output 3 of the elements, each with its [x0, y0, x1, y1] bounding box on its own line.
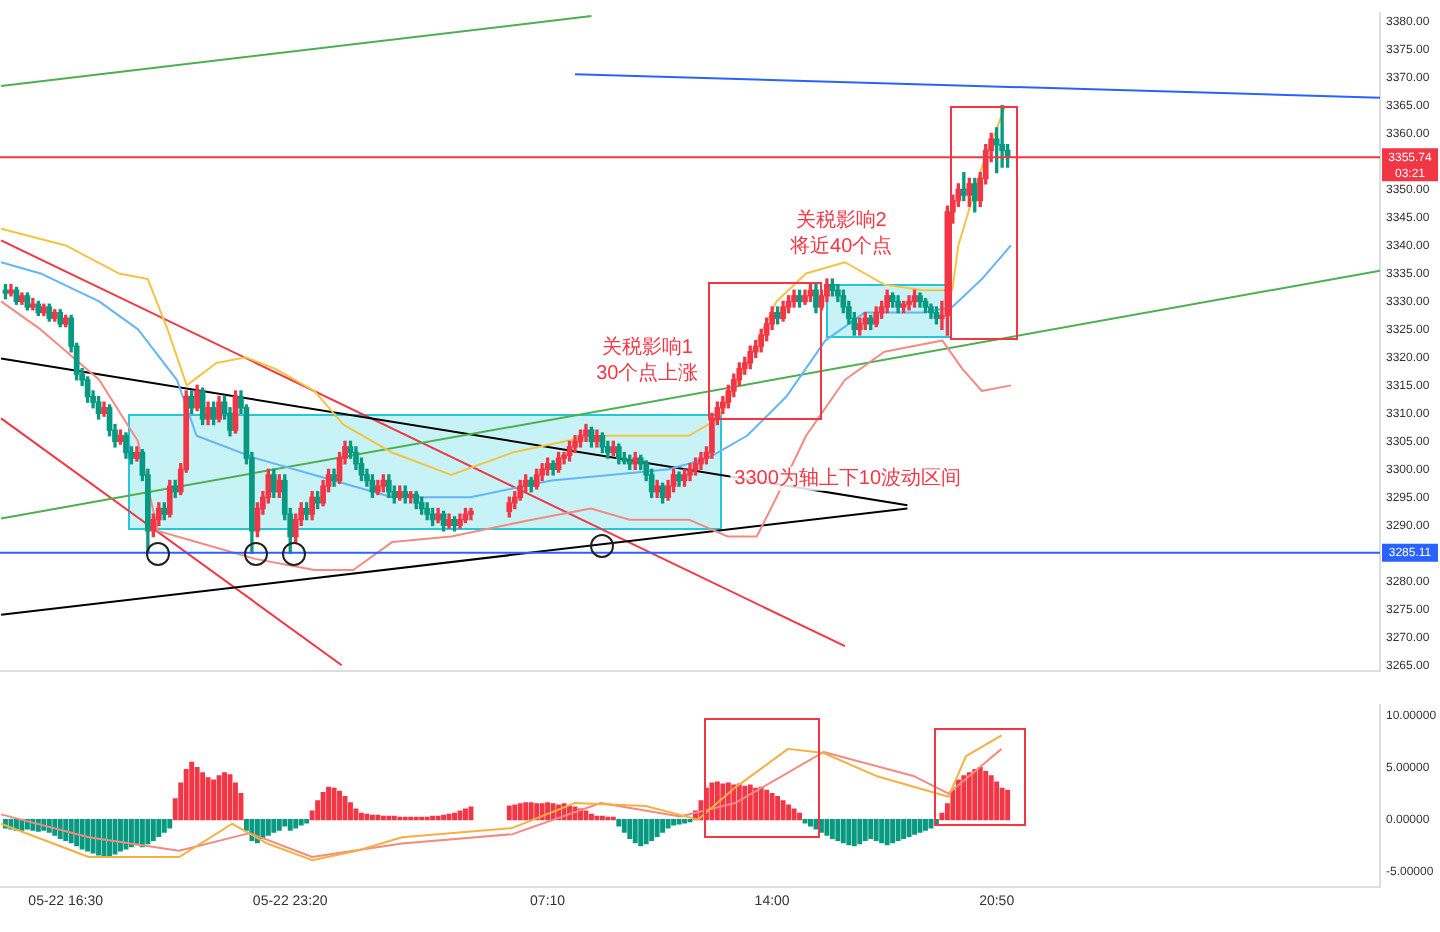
annotation: 3300为轴上下10波动区间 — [734, 466, 962, 491]
annotation: 关税影响2 将近40个点 — [788, 207, 893, 258]
annotation: 关税影响1 30个点上涨 — [596, 334, 699, 385]
